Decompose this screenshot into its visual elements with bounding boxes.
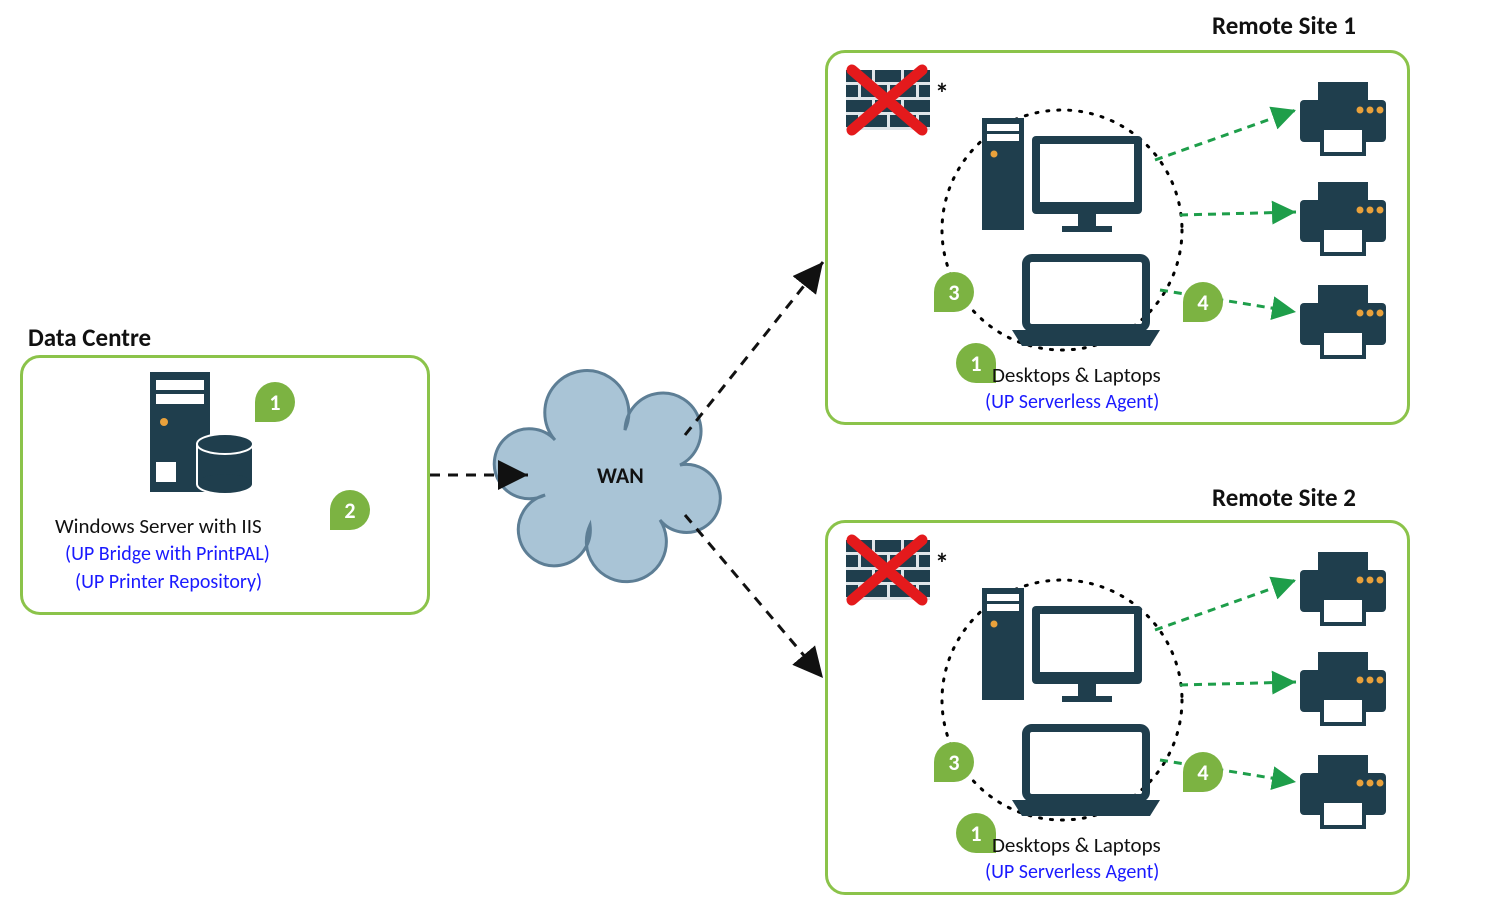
server-label: Windows Server with IIS [55, 513, 262, 539]
badge-dc-1: 1 [255, 382, 295, 422]
badge-s2-4: 4 [1183, 752, 1223, 792]
badge-dc-2: 2 [330, 490, 370, 530]
clients-sub-2: (UP Serverless Agent) [985, 860, 1159, 884]
clients-label-2: Desktops & Laptops [992, 832, 1161, 858]
badge-s1-1: 1 [956, 343, 996, 383]
badge-s1-4: 4 [1183, 282, 1223, 322]
clients-label-1: Desktops & Laptops [992, 362, 1161, 388]
clients-sub-1: (UP Serverless Agent) [985, 390, 1159, 414]
remote-site-2-title: Remote Site 2 [1212, 482, 1356, 513]
badge-s2-1: 1 [956, 813, 996, 853]
firewall-asterisk-1: * [935, 76, 949, 111]
wan-label: WAN [597, 462, 644, 489]
firewall-asterisk-2: * [935, 546, 949, 581]
remote-site-1-title: Remote Site 1 [1212, 10, 1356, 41]
server-sub2: (UP Printer Repository) [75, 570, 262, 594]
data-centre-title: Data Centre [28, 322, 151, 353]
diagram-canvas: Data Centre Windows Server with IIS (UP … [0, 0, 1500, 908]
badge-s1-3: 3 [934, 272, 974, 312]
badge-s2-3: 3 [934, 742, 974, 782]
server-sub1: (UP Bridge with PrintPAL) [65, 542, 270, 566]
